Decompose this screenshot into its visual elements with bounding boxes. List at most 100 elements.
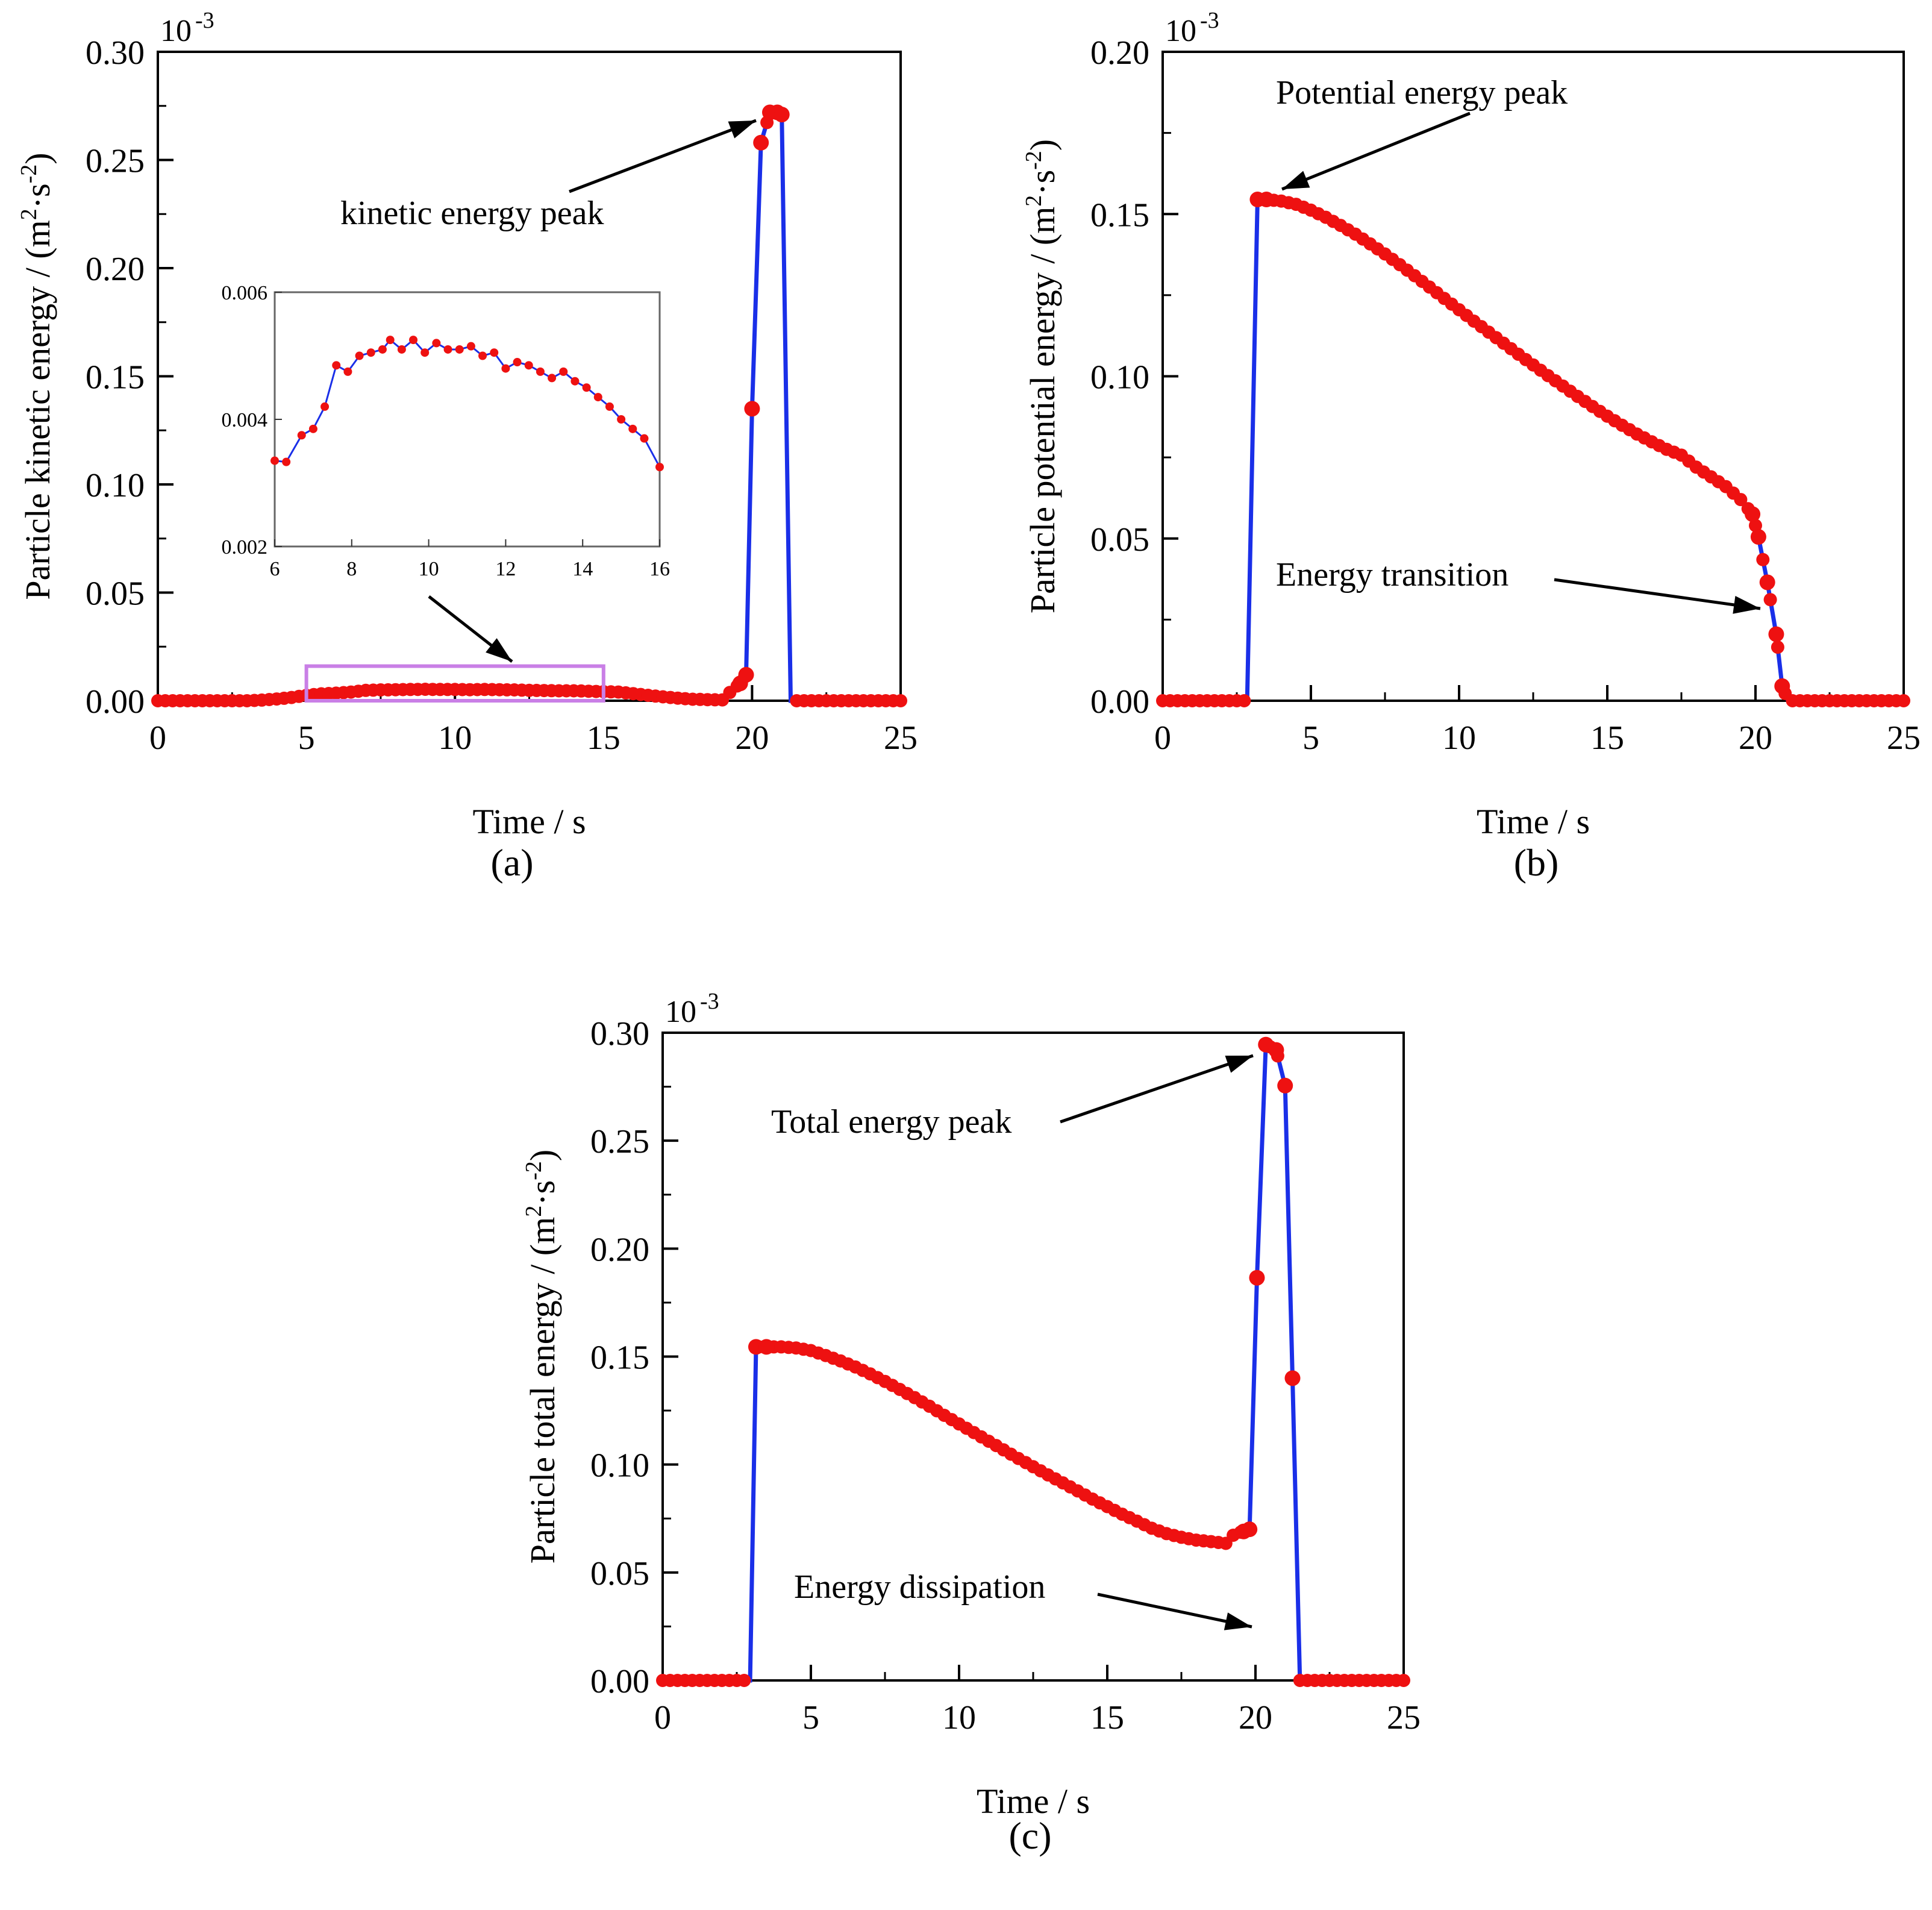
series-line [1163,197,1904,703]
x-tick-label: 5 [802,1699,819,1736]
plot-frame [1161,51,1905,702]
inset-data-point [332,361,341,370]
y-tick-label: 0.20 [86,251,145,288]
potential-peak-arrow-shaft [1281,111,1471,191]
axis-multiplier-exp: -3 [1200,8,1219,33]
y-axis-label: Particle potential energy / (m2·s-2) [1021,139,1062,613]
y-tick-label: 0.15 [86,359,145,396]
y-tick-label: 0.15 [1090,196,1149,234]
x-tick-label: 20 [735,719,769,757]
energy-transition-arrow-head [1733,596,1760,614]
data-point [1258,192,1275,208]
y-axis-label-part: ) [18,152,57,164]
caption-a: (a) [490,841,534,884]
data-point [738,666,754,683]
data-point [758,1339,775,1355]
y-axis-label-part: ) [523,1150,562,1161]
data-point [1249,1270,1265,1286]
x-axis-label: Time / s [977,1782,1090,1821]
inset-frame [274,291,661,548]
data-point [1734,493,1748,507]
data-point [1242,1521,1258,1538]
inset-data-point [355,351,364,360]
x-tick-label: 15 [587,719,621,757]
energy-dissipation-arrow-head [1224,1612,1252,1630]
x-tick-label: 0 [149,719,166,757]
zoom-arrow-head [486,638,512,662]
inset-y-tick-label: 0.006 [222,282,268,304]
x-tick-label: 0 [654,1699,671,1736]
zoom-highlight-box [304,664,605,703]
data-point [737,1674,751,1687]
data-point [1759,574,1775,590]
y-tick-label: 0.05 [590,1555,649,1592]
y-axis-label-part: 2 [1021,195,1046,207]
x-axis-label: Time / s [472,802,586,841]
inset-data-point [308,424,317,433]
inset-data-point [455,345,464,354]
annotation-potential-peak: Potential energy peak [1276,74,1568,111]
data-point [1397,1674,1410,1687]
y-tick-label: 0.10 [86,467,145,504]
caption-b: (b) [1513,841,1559,884]
y-axis-label-part: ·s [523,1180,562,1206]
y-tick-label: 0.05 [86,575,145,613]
inset-series-line [274,338,661,468]
y-tick-label: 0.20 [590,1231,649,1268]
axis-multiplier-base: 10 [665,995,696,1029]
inset-data-point [478,351,487,360]
data-point [744,401,760,417]
inset-x-tick-label: 10 [419,558,439,580]
potential-peak-arrow-head [1282,171,1310,189]
inset-data-point [513,358,522,367]
inset-data-point [655,463,664,472]
data-point [1768,626,1784,642]
inset-x-tick-label: 14 [572,558,593,580]
data-point [894,694,907,707]
y-axis-label-part: Particle total energy / (m [523,1217,562,1564]
caption-c: (c) [1008,1814,1052,1857]
data-point [1750,529,1766,545]
inset-data-point [640,434,649,443]
inset-data-point [432,339,441,348]
total-peak-arrow-shaft [1060,1054,1254,1124]
y-axis-label-part: ·s [18,183,57,208]
x-tick-label: 10 [1442,719,1476,757]
energy-transition-arrow-shaft [1554,578,1761,610]
inset-y-tick-label: 0.004 [222,409,268,431]
data-point [1756,553,1770,566]
x-tick-label: 20 [1239,1699,1272,1736]
chart-a: 0 5 10 15 20 25 0.00 0.05 0.10 0.15 0.20 0.25 0.30 10… [16,8,918,841]
x-tick-label: 20 [1739,719,1772,757]
data-point [1284,1370,1301,1386]
inset-data-point [282,457,291,466]
y-tick-label: 0.25 [590,1123,649,1160]
y-tick-label: 0.00 [1090,683,1149,721]
inset-data-point [571,377,580,386]
y-axis-label-part: 2 [521,1206,546,1217]
x-tick-label: 25 [1887,719,1921,757]
y-tick-label: 0.05 [1090,521,1149,559]
axis-multiplier-exp: -3 [195,8,214,33]
inset-data-point [605,402,614,411]
x-tick-label: 25 [1387,1699,1421,1736]
annotation-kinetic-peak: kinetic energy peak [340,195,604,232]
y-tick-label: 0.10 [590,1447,649,1485]
x-tick-label: 10 [438,719,472,757]
inset-y-tick-label: 0.002 [222,536,268,559]
y-tick-label: 0.20 [1090,34,1149,72]
inset-x-tick-label: 12 [495,558,516,580]
data-point [1763,593,1777,607]
data-point [1774,678,1790,694]
y-tick-label: 0.00 [86,683,145,721]
inset-data-point [582,383,591,392]
inset-x-tick-label: 16 [649,558,670,580]
y-tick-label: 0.30 [86,34,145,72]
x-tick-label: 15 [1590,719,1624,757]
data-point [753,134,769,151]
axis-multiplier-exp: -3 [700,989,719,1014]
y-tick-label: 0.25 [86,143,145,180]
y-tick-label: 0.00 [590,1663,649,1700]
